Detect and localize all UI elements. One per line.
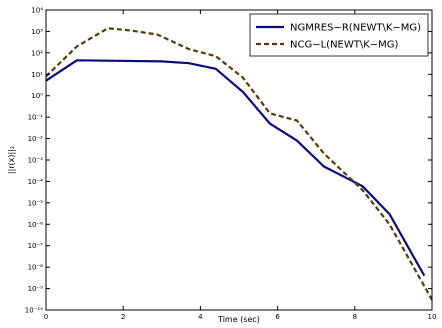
legend-label-2: NCG−L(NEWT\K−MG)	[290, 40, 399, 51]
y-tick-label: 10⁻¹	[28, 114, 44, 122]
y-axis-label: ||r(x)||₂	[7, 146, 16, 174]
y-tick-label: 10⁻⁸	[28, 264, 44, 272]
x-tick-label: 10	[428, 313, 437, 321]
x-tick-label: 4	[198, 313, 203, 321]
y-tick-label: 10⁻¹⁰	[25, 307, 43, 315]
ticks-layer: 0 2 4 6 8 10 10⁴ 10³ 10² 10¹ 10⁰ 10⁻¹ 10⁻² 10⁻³ 10⁻⁴ 10…	[25, 7, 437, 322]
y-tick-label: 10²	[31, 49, 43, 57]
legend: NGMRES−R(NEWT\K−MG) NCG−L(NEWT\K−MG)	[249, 13, 429, 57]
y-tick-label: 10⁰	[31, 92, 43, 100]
y-tick-label: 10⁻⁶	[28, 221, 44, 229]
y-tick-label: 10⁻⁹	[28, 285, 44, 293]
y-tick-label: 10⁻²	[28, 135, 44, 143]
y-tick-label: 10⁻⁴	[28, 178, 44, 186]
x-axis-label: Time (sec)	[217, 315, 260, 324]
x-tick-label: 8	[353, 313, 357, 321]
legend-box	[249, 13, 429, 57]
series-line-1	[45, 59, 426, 277]
x-tick-label: 0	[44, 313, 48, 321]
y-tick-label: 10³	[31, 28, 43, 36]
x-tick-label: 2	[121, 313, 125, 321]
y-tick-label: 10⁴	[31, 7, 43, 15]
y-tick-label: 10⁻⁵	[28, 199, 44, 207]
series-line-2	[45, 27, 433, 301]
y-tick-label: 10⁻⁷	[28, 242, 44, 250]
legend-label-1: NGMRES−R(NEWT\K−MG)	[290, 23, 421, 34]
y-tick-label: 10⁻³	[28, 157, 44, 165]
y-tick-label: 10¹	[31, 71, 43, 79]
series-layer	[45, 27, 433, 301]
x-tick-label: 6	[275, 313, 280, 321]
